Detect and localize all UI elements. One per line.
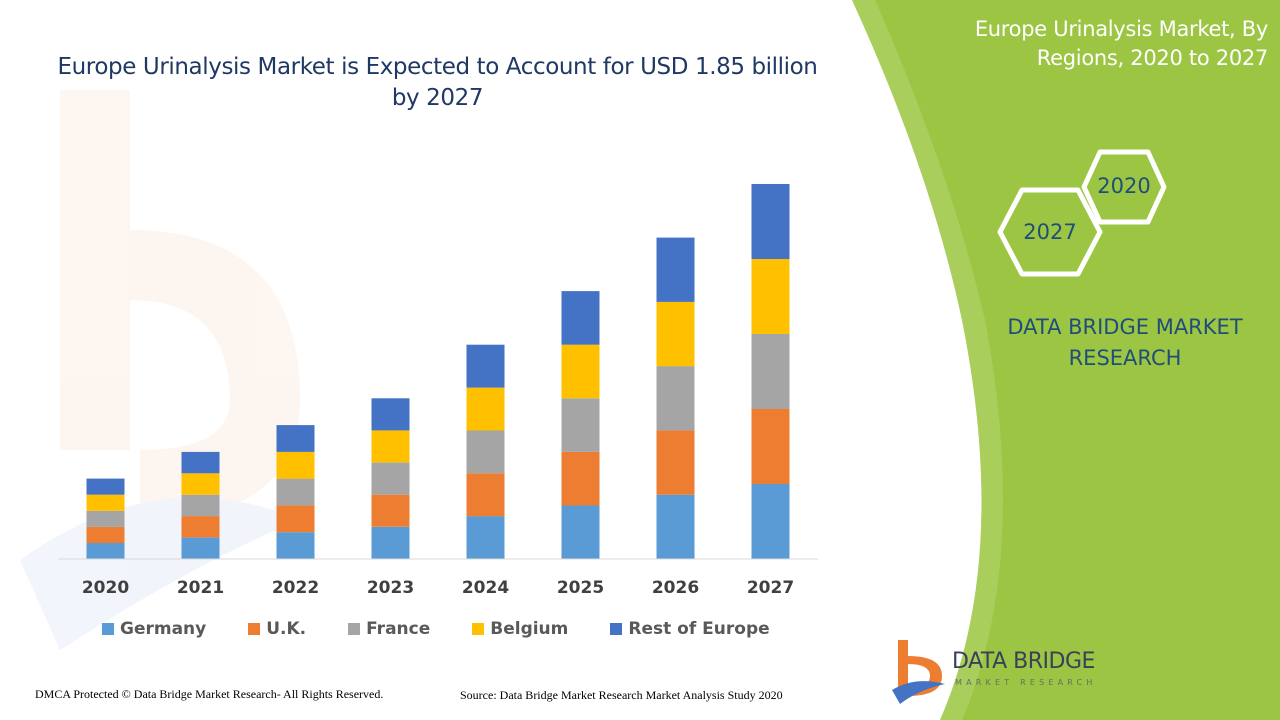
footer-source: Source: Data Bridge Market Research Mark… <box>460 688 783 702</box>
panel-title-line1: Europe Urinalysis Market, By <box>974 17 1268 41</box>
legend-item-u-k-: U.K. <box>248 619 306 639</box>
bar-2023-u-k- <box>371 494 410 527</box>
x-tick-label-2023: 2023 <box>367 578 414 598</box>
panel-brand-line2: RESEARCH <box>1068 346 1182 370</box>
bar-2024-germany <box>466 516 505 559</box>
bar-2020-u-k- <box>86 526 125 543</box>
x-tick-label-2021: 2021 <box>177 578 224 598</box>
legend-swatch-u-k- <box>248 623 261 635</box>
bar-2022-u-k- <box>276 505 315 533</box>
logo-tagline: MARKET RESEARCH <box>955 678 1097 687</box>
panel-brand-line1: DATA BRIDGE MARKET <box>1007 315 1243 339</box>
bar-2022-germany <box>276 532 315 559</box>
chart-title: Europe Urinalysis Market is Expected to … <box>57 54 818 111</box>
hexagon-2020-label: 2020 <box>1097 174 1151 198</box>
logo-name: DATA BRIDGE <box>952 649 1095 674</box>
bar-2024-france <box>466 430 505 474</box>
bar-2023-rest-of-europe <box>371 398 410 431</box>
bar-2021-germany <box>181 537 220 559</box>
bar-2025-belgium <box>561 344 600 399</box>
legend-label-belgium: Belgium <box>490 619 569 639</box>
bar-2023-belgium <box>371 430 410 463</box>
data-bridge-logo-mark <box>892 640 945 704</box>
hexagon-2020-outline <box>1081 149 1167 225</box>
legend-swatch-rest-of-europe <box>610 623 623 635</box>
bar-2025-germany <box>561 505 600 559</box>
chart-legend: Germany U.K. France Belgium Rest of Europe <box>102 617 812 641</box>
bar-2024-belgium <box>466 387 505 431</box>
bar-2023-france <box>371 462 410 495</box>
legend-label-u-k-: U.K. <box>266 619 307 639</box>
hexagon-2027-outline <box>997 187 1103 277</box>
footer-copyright: DMCA Protected © Data Bridge Market Rese… <box>35 687 384 701</box>
legend-item-belgium: Belgium <box>472 619 568 639</box>
legend-swatch-france <box>348 623 361 635</box>
bar-2027-belgium <box>751 259 790 334</box>
x-tick-label-2025: 2025 <box>557 578 604 598</box>
bar-2024-u-k- <box>466 473 505 517</box>
bar-2021-france <box>181 494 220 517</box>
legend-label-rest-of-europe: Rest of Europe <box>628 619 770 639</box>
x-tick-label-2027: 2027 <box>747 578 794 598</box>
bar-2021-belgium <box>181 473 220 495</box>
bar-2020-rest-of-europe <box>86 478 125 495</box>
bar-2026-germany <box>656 494 695 559</box>
panel-title-line2: Regions, 2020 to 2027 <box>1036 46 1269 70</box>
bar-2027-rest-of-europe <box>751 184 790 259</box>
bar-2027-u-k- <box>751 409 790 484</box>
bar-2026-u-k- <box>656 430 695 495</box>
panel-title: Europe Urinalysis Market, By Regions, 20… <box>888 15 1268 73</box>
bar-2027-france <box>751 334 790 409</box>
legend-label-germany: Germany <box>120 619 207 639</box>
bar-2020-belgium <box>86 494 125 511</box>
x-tick-label-2022: 2022 <box>272 578 319 598</box>
bar-2022-france <box>276 478 315 506</box>
bar-2024-rest-of-europe <box>466 344 505 388</box>
x-tick-label-2024: 2024 <box>462 578 509 598</box>
bar-2025-france <box>561 398 600 452</box>
legend-swatch-belgium <box>472 623 485 635</box>
bar-2020-france <box>86 510 125 527</box>
x-tick-labels: 2020 2021 2022 2023 2024 2025 2026 2027 <box>82 578 794 598</box>
legend-label-france: France <box>366 619 431 639</box>
panel-highlight <box>852 0 1003 720</box>
bars-layer <box>86 184 790 559</box>
hexagon-2027-label: 2027 <box>1023 220 1077 244</box>
bar-2026-rest-of-europe <box>656 237 695 302</box>
x-tick-label-2020: 2020 <box>82 578 129 598</box>
legend-swatch-germany <box>102 623 114 635</box>
bar-2022-rest-of-europe <box>276 425 315 452</box>
panel-brand-text: DATA BRIDGE MARKET RESEARCH <box>985 312 1265 374</box>
bar-2021-rest-of-europe <box>181 451 220 474</box>
bar-2021-u-k- <box>181 516 220 538</box>
bar-2022-belgium <box>276 451 315 479</box>
green-panel <box>852 0 1280 720</box>
bar-2025-rest-of-europe <box>561 291 600 345</box>
bar-2027-germany <box>751 484 790 559</box>
bar-2020-germany <box>86 542 125 559</box>
bar-2026-belgium <box>656 301 695 367</box>
bar-2023-germany <box>371 526 410 559</box>
legend-item-germany: Germany <box>102 619 206 639</box>
legend-item-france: France <box>348 619 430 639</box>
legend-item-rest-of-europe: Rest of Europe <box>610 619 770 639</box>
bar-2026-france <box>656 366 695 431</box>
bar-2025-u-k- <box>561 451 600 506</box>
x-tick-label-2026: 2026 <box>652 578 699 598</box>
